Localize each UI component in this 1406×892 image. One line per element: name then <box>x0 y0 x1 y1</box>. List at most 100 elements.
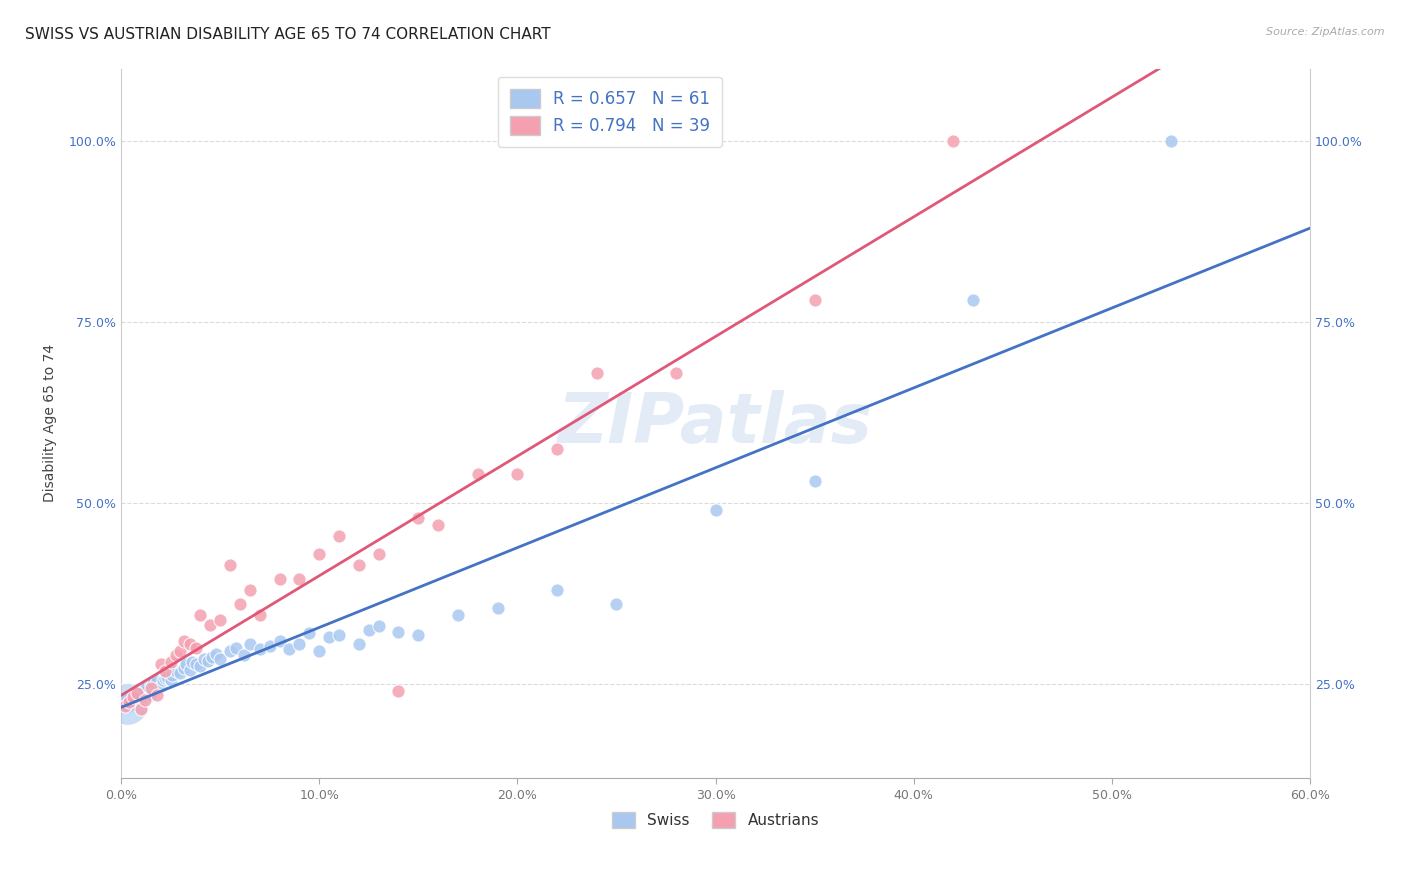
Point <box>193 651 215 665</box>
Point <box>447 608 470 623</box>
Point <box>132 682 155 697</box>
Point <box>347 558 370 572</box>
Point <box>153 664 176 678</box>
Point <box>209 613 232 627</box>
Point <box>159 673 181 688</box>
Point <box>153 671 176 685</box>
Point <box>229 598 252 612</box>
Point <box>181 656 204 670</box>
Point <box>288 637 311 651</box>
Point <box>114 698 136 713</box>
Point <box>486 601 509 615</box>
Point <box>159 656 181 670</box>
Point <box>585 366 607 380</box>
Point <box>145 688 167 702</box>
Point <box>155 670 177 684</box>
Point <box>152 673 174 688</box>
Point <box>145 673 167 688</box>
Point <box>387 684 409 698</box>
Point <box>125 686 148 700</box>
Point <box>269 633 291 648</box>
Point <box>121 690 143 705</box>
Point <box>139 688 162 702</box>
Point <box>546 442 568 456</box>
Point <box>121 693 143 707</box>
Point <box>118 695 141 709</box>
Point <box>406 510 429 524</box>
Point <box>298 626 321 640</box>
Point <box>219 644 242 658</box>
Text: ZIPatlas: ZIPatlas <box>558 390 873 457</box>
Y-axis label: Disability Age 65 to 74: Disability Age 65 to 74 <box>44 344 58 502</box>
Point <box>134 693 156 707</box>
Point <box>249 608 271 623</box>
Point <box>347 637 370 651</box>
Point <box>605 598 627 612</box>
Text: SWISS VS AUSTRIAN DISABILITY AGE 65 TO 74 CORRELATION CHART: SWISS VS AUSTRIAN DISABILITY AGE 65 TO 7… <box>25 27 551 42</box>
Point <box>135 679 157 693</box>
Point <box>427 517 450 532</box>
Point <box>219 558 242 572</box>
Point <box>1160 134 1182 148</box>
Point <box>173 661 195 675</box>
Point <box>120 698 142 712</box>
Point <box>803 475 825 489</box>
Point <box>308 547 330 561</box>
Point <box>169 666 191 681</box>
Point <box>179 663 201 677</box>
Text: Source: ZipAtlas.com: Source: ZipAtlas.com <box>1267 27 1385 37</box>
Point <box>114 695 136 709</box>
Point <box>665 366 688 380</box>
Point <box>357 623 380 637</box>
Point <box>139 677 162 691</box>
Point <box>166 664 188 678</box>
Point <box>232 648 254 662</box>
Point <box>186 657 208 671</box>
Point <box>166 648 188 662</box>
Point <box>162 668 184 682</box>
Point <box>239 637 262 651</box>
Point <box>506 467 529 481</box>
Point <box>149 679 172 693</box>
Point <box>278 642 301 657</box>
Point <box>115 698 138 712</box>
Point <box>188 659 211 673</box>
Point <box>128 684 150 698</box>
Point <box>318 630 340 644</box>
Point <box>173 633 195 648</box>
Legend: Swiss, Austrians: Swiss, Austrians <box>606 806 825 834</box>
Point <box>129 702 152 716</box>
Point <box>308 644 330 658</box>
Point <box>134 681 156 695</box>
Point <box>198 617 221 632</box>
Point <box>118 698 141 713</box>
Point <box>367 619 389 633</box>
Point <box>328 528 350 542</box>
Point <box>209 651 232 665</box>
Point <box>962 293 984 308</box>
Point <box>129 686 152 700</box>
Point <box>328 628 350 642</box>
Point <box>188 608 211 623</box>
Point <box>269 572 291 586</box>
Point <box>125 688 148 702</box>
Point <box>406 628 429 642</box>
Point <box>387 624 409 639</box>
Point <box>205 647 228 661</box>
Point <box>803 293 825 308</box>
Point <box>467 467 489 481</box>
Point <box>239 582 262 597</box>
Point <box>288 572 311 586</box>
Point <box>546 582 568 597</box>
Point <box>179 637 201 651</box>
Point <box>197 654 219 668</box>
Point <box>225 640 247 655</box>
Point <box>259 640 281 654</box>
Point <box>149 657 172 671</box>
Point <box>142 675 165 690</box>
Point <box>176 657 198 671</box>
Point <box>115 691 138 706</box>
Point <box>139 681 162 695</box>
Point <box>169 644 191 658</box>
Point <box>186 640 208 655</box>
